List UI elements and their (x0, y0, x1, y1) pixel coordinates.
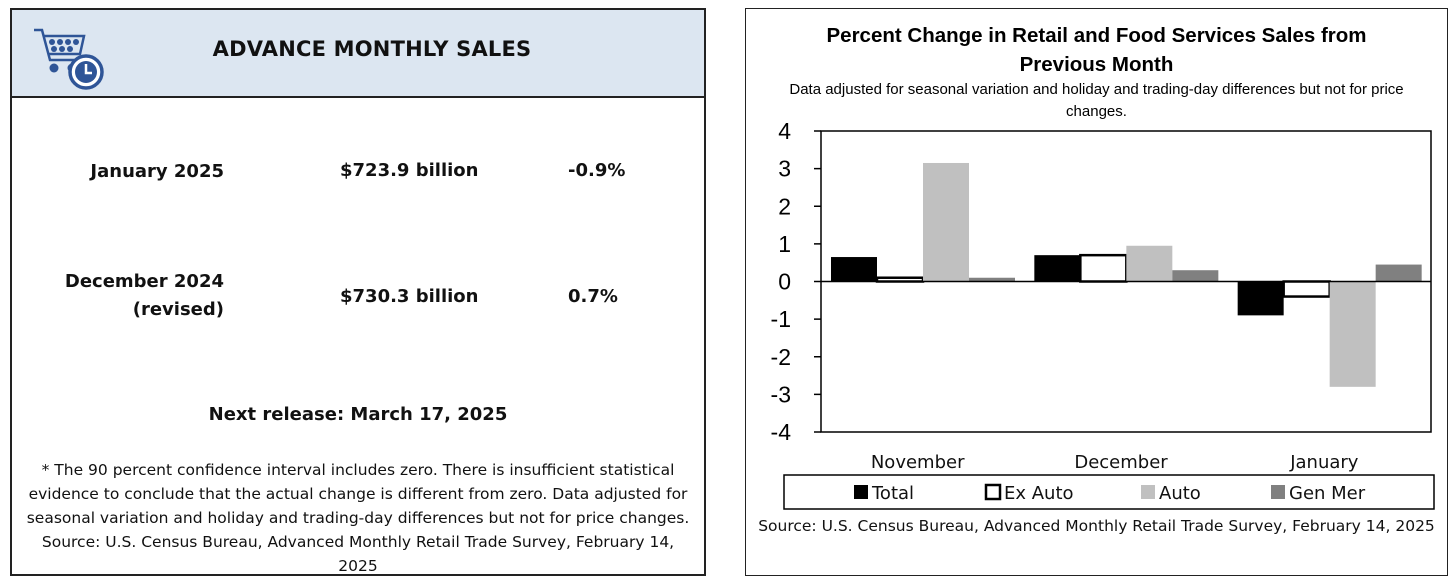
row-value-january: $723.9 billion (340, 160, 479, 181)
category-label: December (1074, 452, 1168, 473)
bar-gen-mer-november (969, 277, 1015, 282)
legend-swatch (1271, 485, 1285, 499)
bar-auto-december (1126, 245, 1173, 282)
legend-label: Auto (1159, 483, 1201, 504)
chart-panel: Percent Change in Retail and Food Servic… (745, 8, 1448, 576)
bar-chart: 4 3 2 1 0 -1 -2 -3 -4 November December January Tota… (771, 118, 1435, 510)
next-release: Next release: March 17, 2025 (208, 404, 508, 425)
y-tick-label: -3 (771, 381, 791, 407)
footnote: * The 90 percent confidence interval inc… (26, 461, 690, 575)
bar-gen-mer-january (1375, 264, 1422, 282)
row-value-december: $730.3 billion (340, 286, 479, 307)
bar-total-november (831, 257, 877, 282)
category-label: November (871, 452, 965, 473)
y-tick-label: -1 (771, 306, 791, 332)
panel-title: ADVANCE MONTHLY SALES (212, 37, 532, 61)
y-tick-label: -2 (771, 344, 791, 370)
legend-swatch (984, 483, 1002, 501)
row-label-january: January 2025 (90, 161, 224, 182)
legend-swatch (854, 485, 868, 499)
bar-total-december (1034, 255, 1081, 282)
bar-total-january (1237, 281, 1284, 316)
y-tick-label: 0 (778, 269, 791, 295)
chart-source: Source: U.S. Census Bureau, Advanced Mon… (758, 517, 1435, 535)
bar-ex-auto-december (1079, 253, 1128, 283)
y-tick-label: -4 (771, 419, 792, 445)
row-sublabel-december: (revised) (132, 299, 224, 320)
bar-auto-january (1329, 281, 1376, 387)
advance-monthly-sales-panel: ADVANCE MONTHLY SALES January 2025 $723.… (10, 8, 706, 576)
chart-subtitle: Data adjusted for seasonal variation and… (789, 81, 1404, 120)
row-change-january: -0.9% (568, 160, 626, 181)
legend-label: Gen Mer (1289, 483, 1366, 504)
bar-auto-november (923, 162, 969, 282)
row-label-december: December 2024 (64, 271, 224, 292)
chart-title: Percent Change in Retail and Food Servic… (826, 24, 1367, 76)
y-tick-label: 4 (778, 118, 791, 144)
legend-label: Ex Auto (1004, 483, 1074, 504)
y-tick-label: 3 (778, 156, 791, 182)
shopping-cart-clock-icon (34, 28, 104, 90)
row-change-december: 0.7% (568, 286, 618, 307)
bar-ex-auto-january (1282, 280, 1331, 298)
category-label: January (1289, 452, 1359, 473)
legend-box (783, 474, 1435, 510)
y-tick-label: 1 (778, 231, 791, 257)
panel-header: ADVANCE MONTHLY SALES (12, 10, 704, 98)
bar-gen-mer-december (1172, 270, 1219, 282)
legend-swatch (1141, 485, 1155, 499)
y-tick-label: 2 (778, 193, 791, 219)
legend-label: Total (871, 483, 914, 504)
